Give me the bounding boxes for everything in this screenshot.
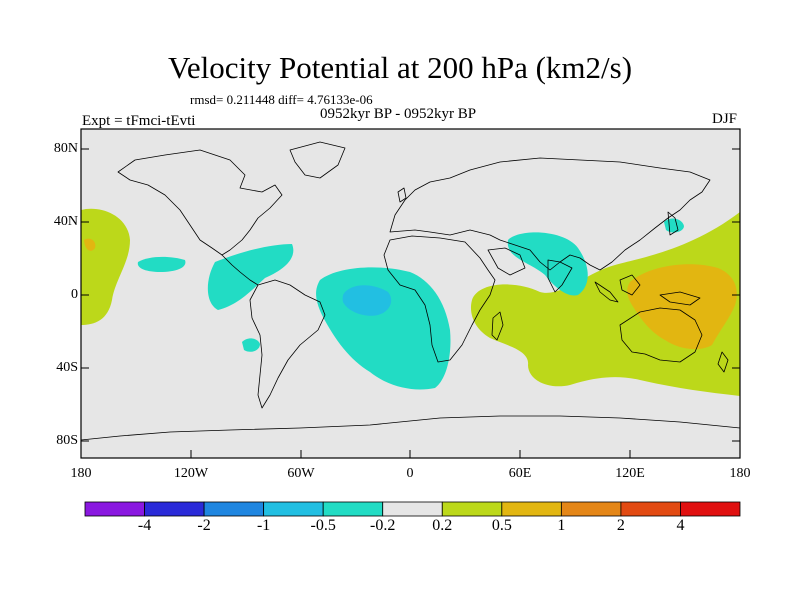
- colorbar-label: 0.2: [432, 517, 453, 534]
- x-tick-label: 60E: [508, 466, 532, 481]
- y-tick-label: 0: [71, 287, 78, 302]
- experiment-label: Expt = tFmci-tEvti: [82, 113, 196, 129]
- colorbar-label: 4: [676, 517, 685, 534]
- coastline-borneo: [619, 274, 641, 296]
- coastline-new-zealand: [717, 351, 729, 373]
- rmsd-diff-stats: rmsd= 0.211448 diff= 4.76133e-06: [190, 92, 373, 107]
- x-tick-label: 120E: [615, 466, 645, 481]
- coastline-new-guinea: [659, 291, 701, 306]
- orange-region-maritime-continent: [627, 264, 737, 350]
- colorbar-swatch: [620, 501, 681, 517]
- colorbar-swatch: [144, 501, 205, 517]
- coastline-japan: [667, 211, 679, 236]
- coastline-africa: [383, 235, 496, 363]
- coastline-north-america: [117, 149, 283, 256]
- coastline-eurasia: [389, 157, 711, 271]
- y-tick-label: 40S: [56, 360, 78, 375]
- positive-region-indo-pacific: [470, 212, 740, 396]
- x-tick-label: 180: [70, 466, 92, 481]
- colorbar-swatch: [322, 501, 384, 517]
- x-tick-label: 60W: [287, 466, 315, 481]
- coastline-madagascar: [491, 311, 504, 341]
- colorbar-swatch: [680, 501, 741, 517]
- colorbar-label: 1: [557, 517, 566, 534]
- colorbar-swatch: [203, 501, 265, 517]
- colorbar: [84, 501, 741, 517]
- axis-ticks: [81, 148, 740, 458]
- contour-fill: [81, 141, 740, 441]
- coastline-antarctica: [81, 415, 740, 441]
- positive-region-east-pacific: [81, 208, 130, 325]
- x-tick-label: 180: [729, 466, 751, 481]
- colorbar-swatch: [501, 501, 562, 517]
- coastline-sumatra: [594, 281, 619, 303]
- colorbar-label: -1: [256, 517, 271, 534]
- coastline-india: [547, 259, 573, 293]
- negative-region-caribbean: [207, 244, 294, 310]
- coastline-south-america: [249, 279, 326, 409]
- coastline-central-america: [221, 254, 259, 286]
- season-label: DJF: [712, 111, 738, 127]
- negative-region-south-pacific: [242, 338, 260, 352]
- coastline-australia: [619, 307, 703, 363]
- blue-region-tropical-atlantic: [342, 285, 392, 316]
- colorbar-label: -4: [137, 517, 152, 534]
- coastline-uk: [397, 187, 407, 203]
- colorbar-label: 0.5: [491, 517, 512, 534]
- negative-region-central-pacific: [137, 256, 186, 272]
- y-tick-label: 80S: [56, 433, 78, 448]
- colorbar-swatch: [84, 501, 145, 517]
- x-tick-label: 0: [406, 466, 414, 481]
- coastline-greenland: [289, 141, 346, 179]
- colorbar-swatch: [560, 501, 622, 517]
- y-tick-label: 40N: [53, 214, 78, 229]
- colorbar-swatch: [441, 501, 503, 517]
- orange-region-east-pacific: [84, 238, 96, 251]
- colorbar-label: -0.5: [310, 517, 336, 534]
- map-title: Velocity Potential at 200 hPa (km2/s): [167, 50, 633, 85]
- x-tick-label: 120W: [173, 466, 209, 481]
- period-label: 0952kyr BP - 0952kyr BP: [320, 106, 477, 122]
- coastline-arabia: [487, 247, 526, 276]
- coastlines: [81, 141, 740, 441]
- colorbar-label: 2: [616, 517, 625, 534]
- y-tick-label: 80N: [53, 141, 78, 156]
- colorbar-swatch: [263, 501, 324, 517]
- colorbar-swatch: [382, 501, 443, 517]
- colorbar-label: -0.2: [370, 517, 396, 534]
- colorbar-label: -2: [197, 517, 211, 534]
